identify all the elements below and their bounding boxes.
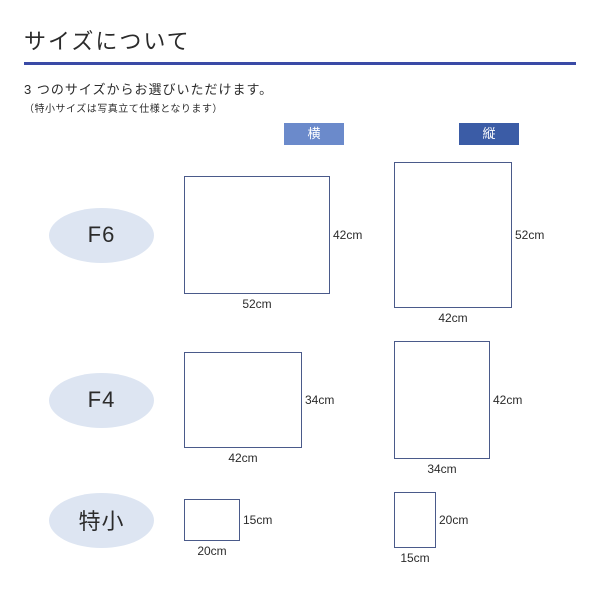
dim-width-label: 42cm xyxy=(438,307,467,325)
dim-height-label: 42cm xyxy=(329,228,362,242)
dim-width-label: 52cm xyxy=(242,293,271,311)
dim-width-label: 15cm xyxy=(400,547,429,565)
dim-height-label: 34cm xyxy=(301,393,334,407)
size-box-horizontal: 15cm 20cm xyxy=(184,475,394,565)
box: 15cm 20cm xyxy=(184,499,240,541)
size-box-vertical: 42cm 34cm xyxy=(394,325,584,475)
size-box-horizontal: 42cm 52cm xyxy=(184,145,394,325)
box: 42cm 52cm xyxy=(184,176,330,294)
size-box-horizontal: 34cm 42cm xyxy=(184,325,394,475)
dim-width-label: 34cm xyxy=(427,458,456,476)
size-badge: 特小 xyxy=(49,493,154,548)
size-box-vertical: 20cm 15cm xyxy=(394,475,584,565)
box: 34cm 42cm xyxy=(184,352,302,448)
dim-width-label: 20cm xyxy=(197,540,226,558)
dim-height-label: 15cm xyxy=(239,513,272,527)
dim-height-label: 20cm xyxy=(435,513,468,527)
size-badge: F6 xyxy=(49,208,154,263)
dim-width-label: 42cm xyxy=(228,447,257,465)
size-grid: F6 42cm 52cm 52cm 42cm F4 34cm 42cm 42cm… xyxy=(24,145,576,565)
box: 20cm 15cm xyxy=(394,492,436,548)
dim-height-label: 52cm xyxy=(511,228,544,242)
box: 52cm 42cm xyxy=(394,162,512,308)
size-badge: F4 xyxy=(49,373,154,428)
section-note: （特小サイズは写真立て仕様となります） xyxy=(24,100,576,115)
orientation-header: 横 縦 xyxy=(24,123,576,145)
section-subtitle: 3 つのサイズからお選びいただけます。 xyxy=(24,79,576,98)
size-box-vertical: 52cm 42cm xyxy=(394,145,584,325)
dim-height-label: 42cm xyxy=(489,393,522,407)
box: 42cm 34cm xyxy=(394,341,490,459)
section-title: サイズについて xyxy=(24,24,576,65)
orientation-horizontal-label: 横 xyxy=(284,123,344,145)
orientation-vertical-label: 縦 xyxy=(459,123,519,145)
